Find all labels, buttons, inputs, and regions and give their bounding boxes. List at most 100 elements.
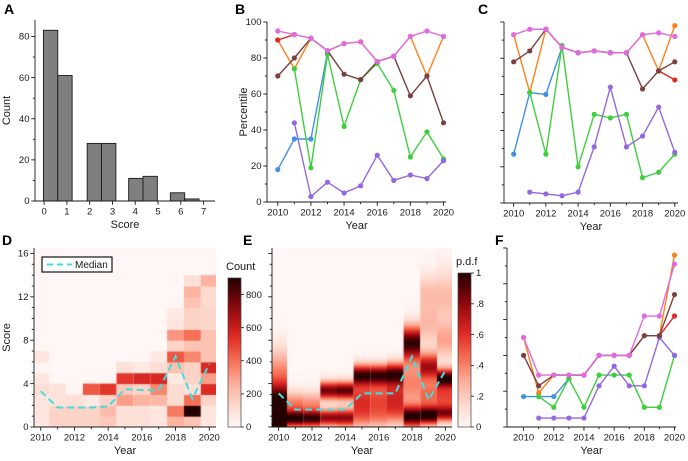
colorbar-title: p.d.f xyxy=(456,256,478,268)
data-point xyxy=(543,91,549,97)
series-magenta xyxy=(520,261,678,378)
x-axis-label: Year xyxy=(351,445,374,457)
x-tick-label: 2020 xyxy=(435,433,456,444)
legend-median: Median xyxy=(41,256,113,273)
colorbar-tick-label: 600 xyxy=(246,323,262,334)
x-tick-label: 2016 xyxy=(368,433,389,444)
data-point xyxy=(626,383,632,389)
data-point xyxy=(639,32,646,38)
x-tick-label: 2016 xyxy=(367,208,388,219)
panel-b-line-chart: B 2010 2012 2014 2016 2018 2020 0 20 40 60 80 100 Ye… xyxy=(230,0,460,232)
data-point xyxy=(611,363,617,369)
x-tick-label: 2018 xyxy=(401,433,422,444)
data-point xyxy=(358,77,364,83)
data-point xyxy=(536,390,542,396)
data-point xyxy=(407,93,413,99)
data-point xyxy=(672,77,678,83)
y-tick-label: 0 xyxy=(24,196,29,207)
data-point xyxy=(672,59,678,65)
series-blue-line xyxy=(277,52,329,170)
data-point xyxy=(511,32,517,38)
data-point xyxy=(291,136,297,142)
data-point xyxy=(391,87,397,93)
data-point xyxy=(641,404,647,410)
data-point xyxy=(596,383,602,389)
bar-score-1 xyxy=(57,75,73,202)
series-blue xyxy=(275,50,331,173)
x-axis-label: Score xyxy=(111,219,140,231)
axes xyxy=(263,21,446,206)
colorbar-tick-label: 1 xyxy=(476,268,481,279)
series-red-line xyxy=(277,33,295,41)
data-point xyxy=(656,104,662,110)
data-point xyxy=(341,71,347,77)
data-point xyxy=(527,89,533,96)
panel-e-density-heatmap: E 2010 2012 2014 2016 2018 2020 Year 0 .2 .4 .6 .8 1… xyxy=(243,230,490,461)
data-point xyxy=(511,59,517,65)
data-point xyxy=(611,352,617,358)
data-point xyxy=(308,165,314,171)
data-point xyxy=(424,176,430,182)
data-point xyxy=(559,44,565,50)
panel-c-chart: 2010 2012 2014 2016 2018 2020 Year xyxy=(500,21,685,233)
data-point xyxy=(391,177,397,183)
data-point xyxy=(551,372,557,378)
data-point xyxy=(551,415,557,421)
x-tick-label: 7 xyxy=(201,207,206,218)
bar-score-0 xyxy=(42,29,59,202)
colorbar-title: Count xyxy=(226,261,255,273)
series-purple-line xyxy=(538,336,676,419)
data-point xyxy=(566,415,572,421)
data-point xyxy=(566,372,572,378)
x-tick-label: 2014 xyxy=(335,433,356,444)
data-point xyxy=(527,48,533,54)
colorbar-tick-label: .8 xyxy=(476,299,484,310)
axis-lines xyxy=(506,248,676,428)
data-point xyxy=(527,189,533,195)
panel-d-letter: D xyxy=(2,232,13,248)
series-brown xyxy=(511,26,678,92)
heatmap-canvas-d xyxy=(34,248,216,427)
data-point xyxy=(623,50,630,56)
panel-f-line-chart: F 2010 2012 2014 2016 2018 2020 Year xyxy=(490,230,688,461)
data-point xyxy=(275,73,281,79)
heatmap-canvas-e xyxy=(272,248,452,427)
data-point xyxy=(581,372,587,378)
x-tick-label: 2020 xyxy=(433,208,454,219)
panel-a-chart: 0 1 2 3 4 5 6 7 0 20 40 60 80 Score Count xyxy=(1,20,215,231)
colorbar-tick-label: 800 xyxy=(246,290,262,301)
axis-lines xyxy=(271,248,452,428)
data-point xyxy=(611,372,617,378)
data-point xyxy=(639,175,646,181)
series-red-line xyxy=(658,70,676,81)
axis-lines xyxy=(33,248,216,428)
bars xyxy=(42,29,200,202)
data-point xyxy=(291,66,297,72)
data-point xyxy=(656,313,663,319)
colorbar-e xyxy=(457,272,472,428)
data-point xyxy=(656,333,663,339)
bar-score-4 xyxy=(128,177,144,202)
data-point xyxy=(308,136,314,142)
panel-e-chart: 2010 2012 2014 2016 2018 2020 Year 0 .2 .4 .6 .8 1p.… xyxy=(268,248,484,457)
data-point xyxy=(536,383,542,389)
x-tick-label: 2020 xyxy=(664,433,685,444)
y-axis-label: Percentile xyxy=(238,88,250,137)
x-tick-label: 1 xyxy=(64,207,69,218)
data-point xyxy=(596,372,602,378)
y-tick-label: 0 xyxy=(23,422,28,433)
data-point xyxy=(520,393,527,400)
data-point xyxy=(536,415,542,421)
data-point xyxy=(551,393,557,400)
bar-score-5 xyxy=(142,175,158,202)
panel-e-letter: E xyxy=(243,232,253,248)
x-tick-label: 2012 xyxy=(543,433,564,444)
x-tick-label: 2010 xyxy=(503,209,524,220)
data-point xyxy=(656,404,663,410)
data-point xyxy=(623,144,630,150)
series-magenta xyxy=(511,26,678,56)
data-point xyxy=(543,191,549,197)
axes xyxy=(500,21,678,207)
data-point xyxy=(291,31,297,38)
data-point xyxy=(551,404,557,410)
